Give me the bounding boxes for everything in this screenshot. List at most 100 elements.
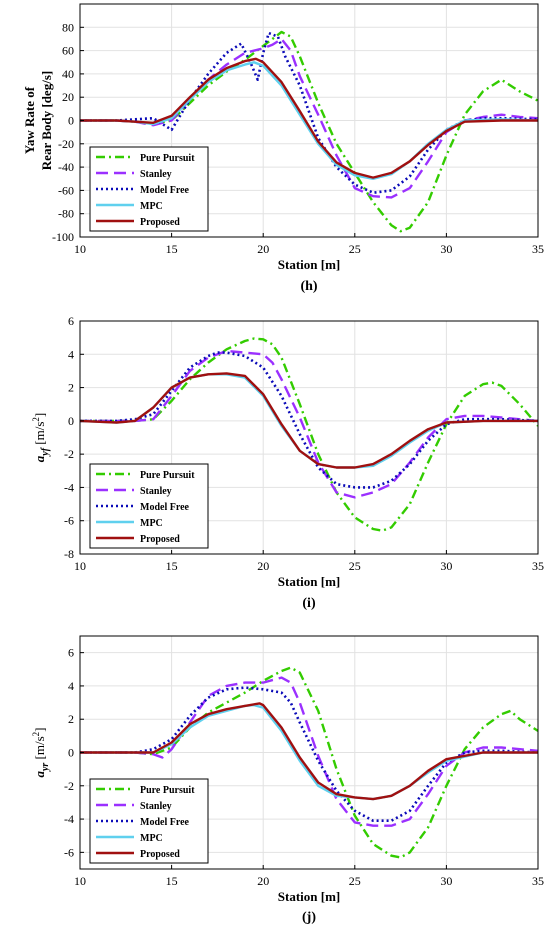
y-axis-label-sup: 2	[31, 417, 41, 422]
y-tick-label: -4	[64, 812, 74, 826]
x-tick-label: 25	[349, 874, 361, 888]
legend-box	[89, 463, 209, 549]
x-tick-label: 10	[74, 874, 86, 888]
chart-panel-0: 10 15 20 25 30 35 -100 -80 -60 -40 -20 0 20 40 60 80 Sta…	[22, 3, 544, 294]
y-tick-label: 2	[68, 381, 74, 395]
x-tick-label: 15	[166, 559, 178, 573]
x-tick-label: 35	[532, 242, 544, 256]
y-tick-label: -40	[58, 160, 74, 174]
y-tick-label: 0	[68, 114, 74, 128]
y-tick-label: 6	[68, 646, 74, 660]
y-axis-label: ayr [m/s2]	[31, 727, 51, 777]
y-tick-label: -4	[64, 480, 74, 494]
series-group	[80, 666, 538, 859]
y-axis-label-unit: [m/s	[32, 736, 47, 762]
chart-panel-2: 10 15 20 25 30 35 -6 -4 -2 0 2 4 6 Station [m] ayr [m/…	[31, 635, 544, 925]
y-tick-label: 4	[68, 347, 74, 361]
y-tick-label: -60	[58, 183, 74, 197]
x-axis-label: Station [m]	[278, 889, 340, 904]
legend-box	[89, 778, 209, 864]
legend-label: Model Free	[140, 817, 190, 828]
legend-label: Model Free	[140, 502, 190, 513]
x-tick-label: 30	[440, 242, 452, 256]
x-tick-label: 10	[74, 559, 86, 573]
x-tick-label: 35	[532, 559, 544, 573]
plot-frame	[79, 320, 539, 555]
legend-label: Stanley	[140, 801, 172, 812]
y-axis-label-line: Yaw Rate of	[22, 86, 37, 154]
panel-caption: (i)	[302, 596, 316, 611]
x-tick-label: 15	[166, 242, 178, 256]
y-tick-label: 80	[62, 20, 74, 34]
legend: Pure Pursuit Stanley Model Free MPC Proposed	[89, 146, 209, 232]
y-axis-label-line: Rear Body [deg/s]	[39, 71, 54, 170]
y-tick-label: 40	[62, 67, 74, 81]
series-line-pure-pursuit	[80, 337, 538, 532]
y-tick-label: -8	[64, 547, 74, 561]
y-tick-label: -2	[64, 447, 74, 461]
legend: Pure Pursuit Stanley Model Free MPC Proposed	[89, 463, 209, 549]
legend-label: Proposed	[140, 217, 180, 228]
y-axis-label-unit: [m/s	[32, 422, 47, 448]
series-line-model-free	[80, 686, 538, 822]
x-tick-label: 15	[166, 874, 178, 888]
y-tick-label: 2	[68, 712, 74, 726]
y-tick-label: 0	[68, 746, 74, 760]
legend-label: Pure Pursuit	[140, 470, 195, 481]
series-group	[80, 337, 538, 532]
x-axis-label: Station [m]	[278, 574, 340, 589]
legend-label: MPC	[140, 833, 163, 844]
series-line-stanley	[80, 349, 538, 499]
legend: Pure Pursuit Stanley Model Free MPC Proposed	[89, 778, 209, 864]
series-line-proposed	[80, 702, 538, 801]
x-tick-label: 20	[257, 874, 269, 888]
legend-label: Proposed	[140, 534, 180, 545]
y-axis-label: ayf [m/s2]	[31, 413, 51, 463]
x-axis-label: Station [m]	[278, 257, 340, 272]
y-axis-label-main: a	[32, 771, 47, 778]
legend-label: Stanley	[140, 169, 172, 180]
y-tick-label: -80	[58, 207, 74, 221]
chart-panel-1: 10 15 20 25 30 35 -8 -6 -4 -2 0 2 4 6 Station [m] ayf […	[31, 314, 544, 611]
series-line-pure-pursuit	[80, 666, 538, 859]
y-tick-label: -6	[64, 514, 74, 528]
series-line-model-free	[80, 31, 538, 194]
y-tick-label: 6	[68, 314, 74, 328]
legend-label: Pure Pursuit	[140, 785, 195, 796]
y-axis-label-close: ]	[32, 727, 47, 731]
y-axis-label: Yaw Rate of Rear Body [deg/s]	[22, 71, 54, 170]
panel-caption: (h)	[300, 279, 317, 294]
series-line-stanley	[80, 676, 538, 827]
series-line-model-free	[80, 351, 538, 489]
x-tick-label: 30	[440, 874, 452, 888]
series-line-pure-pursuit	[80, 30, 538, 233]
x-tick-label: 30	[440, 559, 452, 573]
legend-label: Proposed	[140, 849, 180, 860]
x-tick-label: 20	[257, 242, 269, 256]
series-line-proposed	[80, 372, 538, 469]
y-axis-label-sup: 2	[31, 732, 41, 737]
y-axis-label-close: ]	[32, 413, 47, 417]
y-tick-label: 0	[68, 414, 74, 428]
legend-label: MPC	[140, 518, 163, 529]
y-tick-label: -2	[64, 779, 74, 793]
series-line-proposed	[80, 57, 538, 179]
legend-label: MPC	[140, 201, 163, 212]
y-tick-label: -20	[58, 137, 74, 151]
x-tick-label: 20	[257, 559, 269, 573]
y-tick-label: -100	[52, 230, 74, 244]
y-tick-label: -6	[64, 845, 74, 859]
y-axis-label-sub: yf	[40, 446, 51, 456]
legend-label: Pure Pursuit	[140, 153, 195, 164]
x-tick-label: 35	[532, 874, 544, 888]
series-group	[80, 30, 538, 233]
y-axis-label-sub: yr	[40, 763, 51, 772]
y-tick-label: 60	[62, 44, 74, 58]
y-tick-label: 4	[68, 679, 74, 693]
x-tick-label: 25	[349, 242, 361, 256]
legend-label: Stanley	[140, 486, 172, 497]
y-tick-label: 20	[62, 90, 74, 104]
legend-label: Model Free	[140, 185, 190, 196]
x-tick-label: 25	[349, 559, 361, 573]
